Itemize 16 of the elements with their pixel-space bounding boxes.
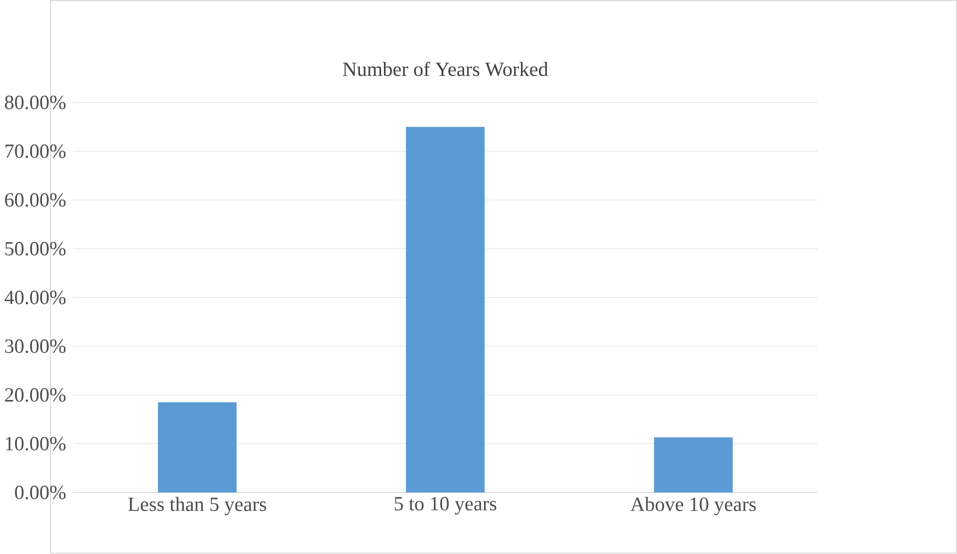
y-tick-label: 40.00% — [4, 290, 66, 304]
y-tick-label: 80.00% — [4, 96, 66, 110]
bar — [406, 126, 485, 493]
y-tick-label: 10.00% — [6, 437, 66, 451]
x-tick-label: Less than 5 years — [128, 497, 266, 516]
y-tick-label: 20.00% — [5, 388, 66, 402]
bar — [654, 437, 733, 493]
bar — [158, 402, 237, 493]
y-tick-label: 60.00% — [5, 193, 66, 207]
y-tick-label: 0.00% — [15, 486, 66, 500]
y-tick-label: 70.00% — [6, 144, 66, 158]
chart-title: Number of Years Worked — [342, 62, 548, 76]
y-tick-label: 50.00% — [5, 242, 66, 256]
y-tick-label: 30.00% — [5, 340, 66, 354]
x-tick-label: Above 10 years — [630, 497, 756, 516]
x-tick-label: 5 to 10 years — [394, 497, 496, 515]
